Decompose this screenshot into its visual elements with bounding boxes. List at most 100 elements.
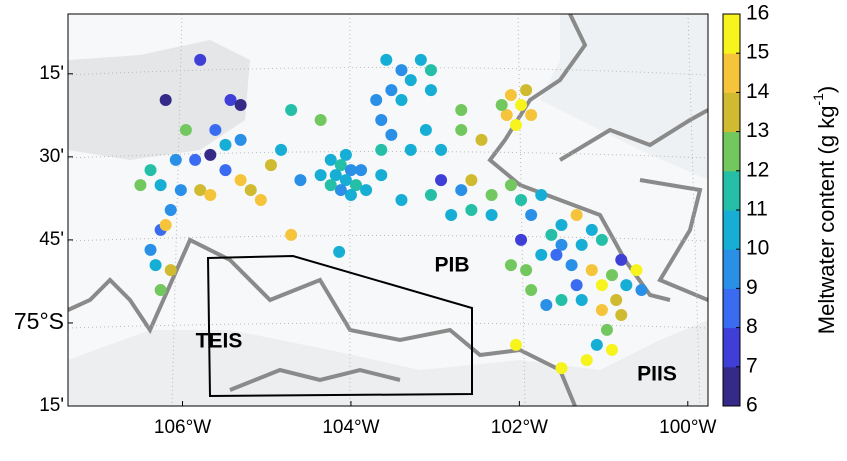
- sample-point: [370, 94, 383, 107]
- colorbar-tick-label: 13: [746, 119, 769, 142]
- sample-point: [485, 208, 498, 221]
- sample-point: [154, 284, 167, 297]
- sample-point: [154, 179, 167, 192]
- sample-point: [635, 284, 648, 297]
- sample-point: [179, 123, 192, 136]
- colorbar-tick-label: 6: [746, 394, 758, 417]
- sample-point: [475, 133, 488, 146]
- sample-point: [204, 189, 217, 202]
- sample-point: [194, 53, 207, 66]
- colorbar-tick-label: 7: [746, 354, 758, 377]
- sample-point: [159, 218, 172, 231]
- sample-point: [324, 179, 337, 192]
- sample-point: [424, 189, 437, 202]
- sample-point: [335, 0, 347, 6]
- sample-point: [495, 99, 508, 112]
- colorbar-tick-label: 10: [746, 237, 769, 260]
- sample-point: [314, 113, 327, 126]
- sample-point: [144, 164, 157, 177]
- sample-point: [606, 343, 618, 356]
- sample-point: [189, 153, 202, 166]
- sample-point: [525, 284, 538, 297]
- sample-point: [414, 53, 427, 66]
- sample-point: [615, 253, 628, 266]
- sample-point: [164, 204, 177, 216]
- y-tick-label: 30': [39, 146, 64, 167]
- colorbar-bin: [723, 327, 740, 368]
- y-tick-label: 45': [39, 229, 64, 250]
- sample-point: [510, 118, 522, 131]
- sample-point: [565, 259, 578, 272]
- sample-point: [580, 354, 593, 367]
- colorbar-tick-label: 14: [746, 80, 770, 103]
- x-tick-label: 104°W: [322, 417, 379, 438]
- sample-point: [570, 208, 583, 221]
- colorbar-tick-label: 9: [746, 276, 758, 299]
- sample-point: [339, 174, 352, 187]
- sample-point: [320, 0, 332, 6]
- sample-point: [404, 143, 417, 156]
- sample-point: [275, 143, 288, 156]
- sample-point: [435, 174, 448, 187]
- sample-point: [375, 143, 388, 156]
- colorbar-label-text: Meltwater content (g kg: [814, 106, 839, 335]
- sample-point: [334, 159, 347, 172]
- graticule: [68, 14, 708, 406]
- sample-point: [375, 113, 388, 126]
- sample-point: [550, 248, 563, 261]
- colorbar-bin: [723, 249, 740, 289]
- sample-point: [344, 189, 357, 202]
- x-tick-label: 106°W: [154, 417, 211, 438]
- sample-point: [209, 123, 222, 136]
- region-label: PIIS: [637, 363, 677, 386]
- y-tick-label: 15': [39, 395, 64, 416]
- sample-point: [510, 338, 522, 351]
- sample-point: [615, 308, 628, 321]
- sample-point: [385, 128, 398, 141]
- sample-point: [333, 245, 346, 258]
- sample-point: [134, 179, 147, 192]
- colorbar-label-text: ): [814, 86, 839, 93]
- sample-point: [375, 169, 388, 182]
- sample-point: [234, 99, 247, 112]
- sample-point: [395, 64, 408, 77]
- coastline: [68, 14, 708, 406]
- sample-point: [254, 194, 267, 207]
- sample-point: [360, 0, 372, 6]
- sample-point: [350, 0, 362, 6]
- sample-point: [320, 0, 332, 6]
- sample-point: [595, 279, 608, 292]
- sample-point: [590, 338, 603, 351]
- sample-point: [360, 0, 372, 6]
- sample-point: [555, 218, 568, 231]
- sample-point: [339, 148, 352, 161]
- sample-point: [395, 194, 408, 207]
- colorbar-tick-label: 11: [746, 198, 768, 221]
- sample-point: [424, 84, 437, 97]
- sample-point: [570, 279, 583, 292]
- sample-point: [164, 264, 177, 277]
- sample-point: [504, 89, 517, 102]
- sample-point: [324, 153, 337, 166]
- sample-point: [455, 104, 468, 117]
- sample-point: [204, 148, 217, 161]
- sample-point: [219, 164, 232, 177]
- sample-point: [234, 133, 247, 146]
- sample-point: [465, 204, 478, 216]
- sample-point: [535, 189, 548, 202]
- sample-point: [515, 194, 528, 207]
- colorbar-label: Meltwater content (g kg-1): [810, 86, 839, 334]
- colorbar-bin: [723, 170, 740, 211]
- sample-point: [285, 104, 298, 117]
- sample-point: [285, 228, 298, 241]
- sample-point: [465, 174, 478, 187]
- sample-point: [335, 0, 347, 6]
- colorbar-bin: [723, 14, 740, 54]
- sample-point: [294, 174, 307, 187]
- sample-point: [149, 259, 162, 272]
- sample-point: [329, 169, 342, 182]
- sample-point: [630, 264, 643, 277]
- sample-point: [330, 0, 342, 6]
- sample-point: [315, 0, 327, 6]
